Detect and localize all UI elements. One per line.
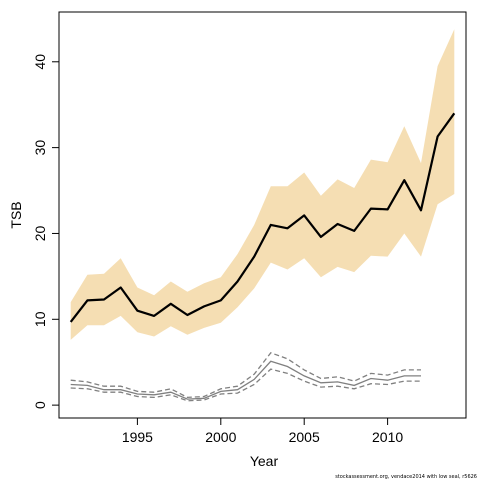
y-tick-label: 10 [32, 311, 48, 327]
secondary-lower-bound [70, 368, 421, 402]
x-tick-label: 2005 [289, 429, 320, 445]
x-axis: 1995 2000 2005 2010 [122, 417, 403, 445]
x-tick-label: 1995 [122, 429, 153, 445]
secondary-line [70, 360, 421, 400]
y-tick-label: 40 [32, 54, 48, 70]
secondary-upper-bound [70, 352, 421, 399]
x-tick-label: 2010 [372, 429, 403, 445]
tsb-line [69, 112, 456, 323]
y-tick-label: 30 [32, 140, 48, 156]
y-axis: 0 10 20 30 40 [32, 54, 60, 409]
confidence-band [70, 29, 455, 340]
y-tick-label: 20 [32, 226, 48, 242]
footnote: stockassessment.org, vendace2014 with lo… [335, 474, 477, 480]
y-tick-label: 0 [32, 401, 48, 409]
y-axis-label: TSB [8, 201, 24, 228]
x-tick-label: 2000 [205, 429, 236, 445]
x-axis-label: Year [250, 453, 279, 469]
